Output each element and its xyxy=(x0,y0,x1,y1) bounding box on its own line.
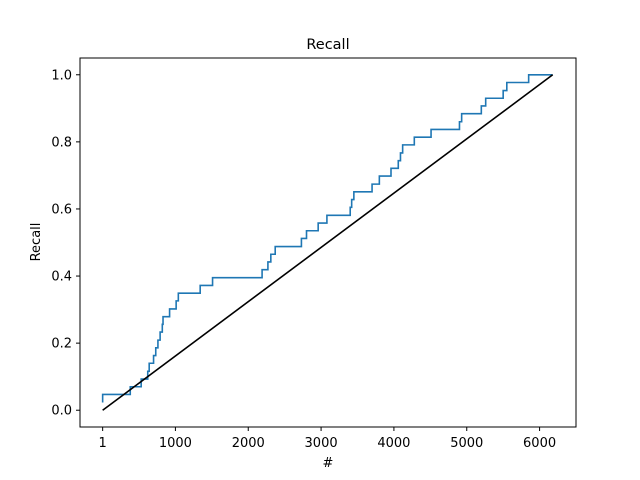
y-axis-label: Recall xyxy=(29,223,44,262)
x-tick-label: 2000 xyxy=(232,436,265,451)
x-tick-label: 3000 xyxy=(305,436,338,451)
x-tick-label: 6000 xyxy=(523,436,556,451)
chart-title: Recall xyxy=(306,37,349,53)
x-tick-label: 1000 xyxy=(159,436,192,451)
y-axis-ticks: 0.0 0.2 0.4 0.6 0.8 1.0 xyxy=(51,68,80,419)
y-tick-label: 0.8 xyxy=(51,135,72,150)
y-tick-label: 0.0 xyxy=(51,404,72,419)
axes-frame xyxy=(79,57,577,428)
series-layer xyxy=(101,73,554,411)
y-tick-label: 0.2 xyxy=(51,337,72,352)
x-tick-label: 4000 xyxy=(377,436,410,451)
y-tick-label: 0.4 xyxy=(51,270,72,285)
y-tick-label: 0.6 xyxy=(51,202,72,217)
x-tick-label: 5000 xyxy=(450,436,483,451)
random-baseline-line xyxy=(102,74,554,411)
recall-step-line xyxy=(101,73,553,403)
x-tick-label: 1 xyxy=(99,436,107,451)
y-tick-label: 1.0 xyxy=(51,68,72,83)
x-axis-label: # xyxy=(323,456,334,471)
x-axis-ticks: 1 1000 2000 3000 4000 5000 6000 xyxy=(99,427,556,451)
